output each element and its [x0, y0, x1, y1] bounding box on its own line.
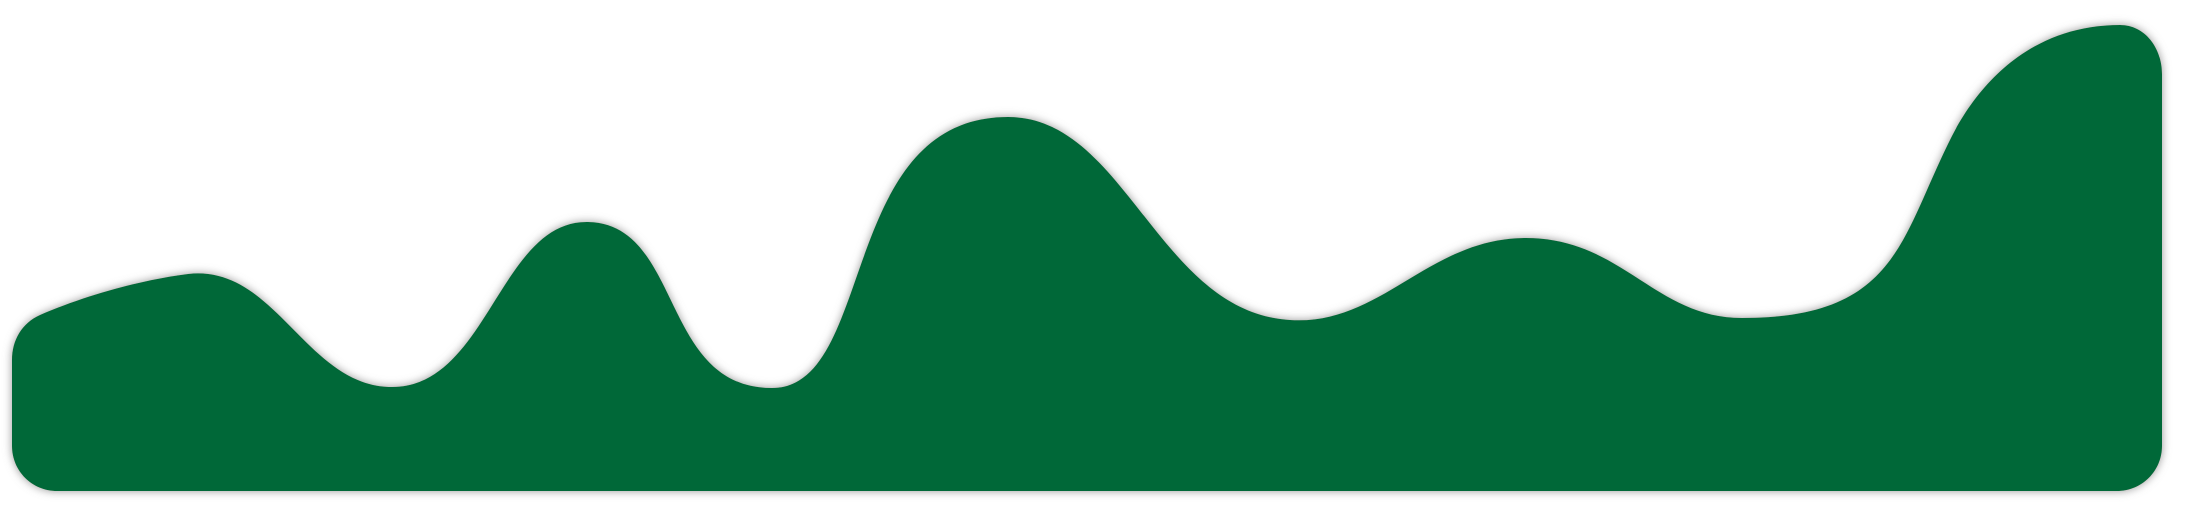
wave-shape [12, 25, 2162, 491]
